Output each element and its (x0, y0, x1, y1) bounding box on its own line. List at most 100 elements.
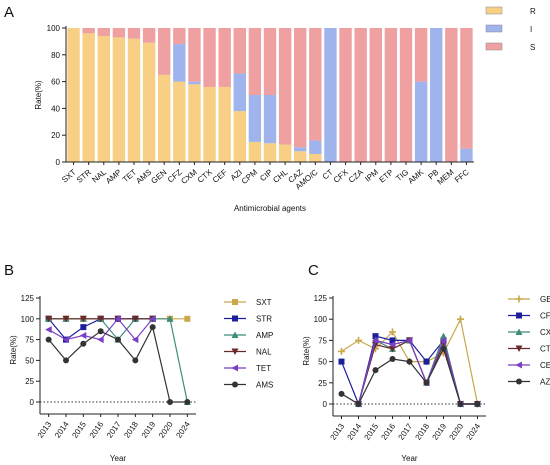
bar-sxt-r (67, 28, 80, 162)
legend-label-tet: TET (256, 364, 271, 373)
legend-swatch-r (485, 6, 503, 15)
y-tick-label: 25 (318, 379, 327, 388)
point-azi-2020 (457, 401, 464, 407)
point-ams-2024 (184, 399, 191, 405)
bar-cxm-i (188, 81, 201, 85)
bar-ams-r (142, 42, 156, 162)
panel-b-y-axis-title: Rate(%) (9, 335, 18, 365)
panel-c-y-axis-title: Rate(%) (302, 336, 311, 366)
bar-cfz-i (173, 44, 186, 82)
point-ams-2017 (115, 336, 121, 343)
y-tick-label: 125 (314, 294, 328, 303)
line-azi (341, 347, 478, 405)
x-tick-label-chl: CHL (271, 167, 289, 185)
point-azi-2024 (474, 401, 481, 407)
legend-label-cfz: CFZ (540, 312, 550, 321)
point-nal-2018 (131, 315, 139, 323)
x-tick-label-2016: 2016 (88, 420, 106, 440)
panel-a-stacked-bar-chart: 020406080100SXTSTRNALAMPTETAMSGENCFZCXMC… (34, 6, 536, 213)
bar-chl-s (278, 28, 292, 145)
bar-pb-i (430, 28, 443, 162)
point-gen-2013 (338, 347, 345, 355)
panel-c-line-chart: 0 25 50 75 100 125 2013 2014 2015 2016 2017 2018 201… (302, 294, 550, 463)
bar-nal-s (97, 28, 110, 37)
point-ams-2015 (80, 340, 87, 347)
y-tick-label: 80 (51, 51, 60, 60)
x-tick-label-2024: 2024 (174, 420, 192, 440)
bar-caz-r (294, 151, 307, 162)
x-tick-label-cza: CZA (347, 167, 366, 185)
x-tick-label-2017: 2017 (105, 420, 123, 440)
bar-amp-r (112, 37, 126, 162)
x-tick-label-2020: 2020 (448, 422, 466, 442)
bar-amk-s (414, 28, 428, 82)
bar-cfx-s (339, 28, 352, 162)
point-azi-2013 (338, 390, 345, 397)
bar-ffc-s (460, 28, 473, 149)
legend-label-cxm: CXM (540, 328, 550, 337)
bar-cip-i (263, 95, 277, 144)
bar-cxm-s (188, 28, 201, 82)
y-tick-label: 0 (323, 400, 328, 409)
bar-ams-s (142, 28, 156, 43)
point-amp-2020 (166, 315, 174, 322)
point-cef-2016 (389, 341, 396, 349)
x-tick-label-cef: CEF (211, 168, 229, 185)
legend-marker-nal (231, 348, 239, 355)
point-tet-2014 (62, 336, 69, 344)
legend-label-r: R (530, 7, 536, 16)
point-nal-2013 (45, 315, 53, 323)
bar-azi-r (233, 111, 246, 162)
point-azi-2017 (406, 358, 413, 365)
bar-azi-s (233, 28, 246, 74)
legend-label-azi: AZI (540, 378, 550, 387)
point-ctx-2015 (372, 341, 379, 349)
legend-label-nal: NAL (256, 348, 272, 357)
bar-ipm-s (369, 28, 382, 162)
point-cfz-2016 (389, 337, 396, 344)
x-tick-label-2013: 2013 (329, 422, 347, 442)
point-azi-2016 (389, 356, 396, 363)
point-cfz-2013 (338, 358, 345, 365)
legend-marker-amp (231, 331, 239, 338)
bar-caz-s (294, 28, 307, 148)
point-ctx-2016 (389, 345, 396, 353)
x-tick-label-ffc: FFC (453, 168, 471, 185)
point-ams-2018 (132, 357, 139, 364)
legend-marker-gen (515, 295, 523, 303)
y-tick-label: 100 (21, 315, 35, 324)
bar-tet-s (127, 28, 141, 39)
legend-label-s: S (530, 43, 535, 52)
point-ams-2019 (149, 324, 156, 331)
point-nal-2015 (79, 315, 87, 323)
bar-nal-r (97, 36, 110, 162)
x-tick-label-2020: 2020 (157, 420, 175, 440)
point-cxm-2019 (440, 332, 447, 340)
legend-label-amp: AMP (256, 331, 273, 340)
legend-marker-azi (516, 378, 522, 385)
bar-chl-r (278, 144, 292, 162)
bar-ct-i (324, 28, 337, 162)
y-tick-label: 40 (51, 104, 60, 113)
legend-label-ams: AMS (256, 381, 273, 390)
point-tet-2013 (45, 326, 52, 334)
x-tick-label-sxt: SXT (60, 168, 78, 185)
legend-label-i: I (530, 25, 532, 34)
legend-marker-cfz (516, 312, 522, 319)
y-tick-label: 50 (25, 356, 34, 365)
panel-b-letter: B (4, 262, 14, 279)
bar-tig-s (399, 28, 413, 162)
point-cfz-2015 (372, 333, 379, 340)
x-tick-label-etp: ETP (377, 168, 395, 185)
point-tet-2019 (149, 315, 156, 323)
x-tick-label-cpm: CPM (240, 167, 260, 186)
point-str-2015 (80, 324, 87, 331)
x-tick-label-amk: AMK (406, 167, 426, 185)
point-cef-2017 (406, 336, 413, 344)
y-tick-label: 100 (314, 315, 328, 324)
legend-marker-ams (232, 381, 238, 388)
point-ams-2014 (63, 357, 69, 364)
x-tick-label-cip: CIP (258, 168, 274, 183)
point-ams-2013 (45, 336, 52, 343)
point-ams-2016 (97, 328, 104, 335)
